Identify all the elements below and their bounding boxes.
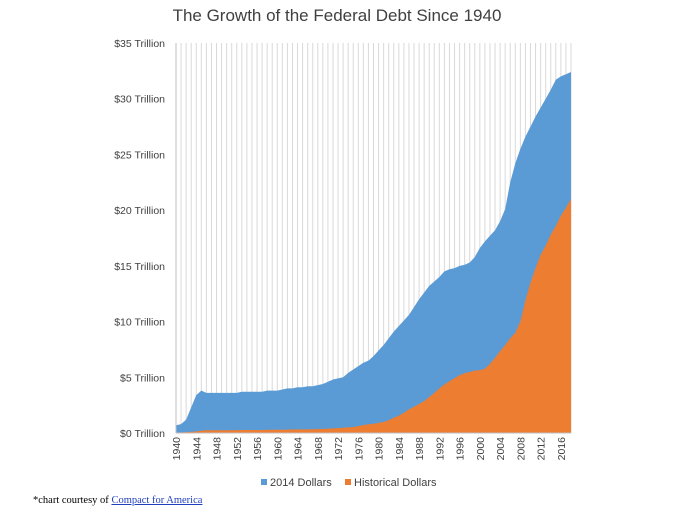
x-tick-label: 2004 xyxy=(495,437,507,461)
x-tick-label: 1964 xyxy=(293,437,305,461)
x-tick-label: 1992 xyxy=(434,437,446,461)
x-tick-label: 2012 xyxy=(536,437,548,461)
y-tick-label: $0 Trillion xyxy=(120,428,165,440)
x-tick-label: 1980 xyxy=(374,437,386,461)
y-tick-label: $25 Trillion xyxy=(114,149,165,161)
x-tick-label: 2008 xyxy=(515,437,527,461)
x-tick-label: 2000 xyxy=(475,437,487,461)
legend-label: 2014 Dollars xyxy=(270,477,332,489)
x-tick-label: 2016 xyxy=(556,437,568,461)
x-tick-label: 1948 xyxy=(212,437,224,461)
x-tick-label: 1944 xyxy=(191,437,203,461)
x-tick-label: 1960 xyxy=(272,437,284,461)
area-series xyxy=(176,71,571,433)
legend-swatch xyxy=(345,479,351,485)
legend: 2014 Dollars Historical Dollars xyxy=(261,477,437,489)
x-tick-label: 1972 xyxy=(333,437,345,461)
x-tick-label: 1988 xyxy=(414,437,426,461)
x-tick-label: 1968 xyxy=(313,437,325,461)
y-tick-label: $30 Trillion xyxy=(114,94,165,106)
area-2014-dollars xyxy=(176,71,571,433)
x-tick-label: 1996 xyxy=(455,437,467,461)
y-axis-ticks: $0 Trillion $5 Trillion $10 Trillion $15 Tr… xyxy=(114,38,165,440)
x-axis-ticks: 1940 1944 1948 1952 1956 1960 1964 1968 1972 1976… xyxy=(171,437,568,461)
footnote-prefix: *chart courtesy of xyxy=(33,495,112,506)
y-tick-label: $5 Trillion xyxy=(120,372,165,384)
x-tick-label: 1940 xyxy=(171,437,183,461)
y-tick-label: $20 Trillion xyxy=(114,205,165,217)
area-historical-dollars xyxy=(176,199,571,433)
footnote-link[interactable]: Compact for America xyxy=(111,495,203,506)
y-tick-label: $10 Trillion xyxy=(114,317,165,329)
x-tick-label: 1952 xyxy=(232,437,244,461)
y-tick-label: $15 Trillion xyxy=(114,261,165,273)
y-tick-label: $35 Trillion xyxy=(114,38,165,50)
chart-title: The Growth of the Federal Debt Since 194… xyxy=(172,6,502,25)
axes xyxy=(175,43,571,434)
x-tick-label: 1956 xyxy=(252,437,264,461)
x-tick-label: 1984 xyxy=(394,437,406,461)
footnote: *chart courtesy of Compact for America xyxy=(33,495,202,506)
legend-swatch xyxy=(261,479,267,485)
x-tick-label: 1976 xyxy=(353,437,365,461)
legend-label: Historical Dollars xyxy=(354,477,437,489)
